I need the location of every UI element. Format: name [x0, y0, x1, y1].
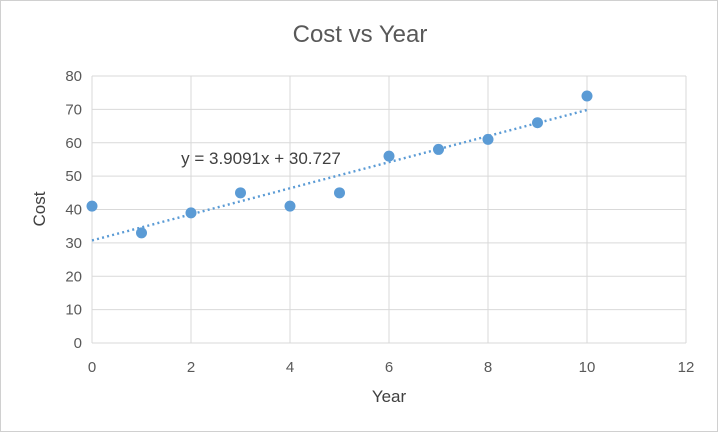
y-axis-title: Cost [30, 191, 49, 226]
trendline-layer [91, 108, 588, 242]
gridlines [91, 75, 687, 344]
chart-title: Cost vs Year [293, 21, 428, 48]
data-point [581, 90, 593, 102]
y-tick-label: 30 [65, 235, 82, 252]
y-tick-label: 70 [65, 101, 82, 118]
data-point [482, 133, 494, 145]
trendline [91, 108, 588, 242]
y-tick-label: 10 [65, 302, 82, 319]
data-point [532, 117, 543, 129]
data-point [86, 200, 98, 212]
data-point [235, 187, 246, 199]
data-point [334, 187, 345, 199]
x-tick-label: 0 [88, 359, 96, 376]
data-point [136, 227, 147, 239]
x-axis-title: Year [372, 387, 407, 406]
y-tick-label: 50 [65, 168, 82, 185]
x-tick-label: 4 [286, 359, 294, 376]
y-tick-label: 20 [65, 268, 82, 285]
data-point [383, 150, 395, 162]
trendline-equation: y = 3.9091x + 30.727 [181, 149, 341, 168]
x-tick-label: 2 [187, 359, 195, 376]
x-tick-label: 10 [579, 359, 596, 376]
y-tick-label: 40 [65, 202, 82, 219]
data-point [284, 200, 296, 212]
x-tick-label: 8 [484, 359, 492, 376]
data-point [185, 207, 197, 219]
x-tick-label: 12 [678, 359, 695, 376]
data-point [433, 143, 444, 155]
x-tick-label: 6 [385, 359, 393, 376]
y-tick-label: 80 [65, 68, 82, 85]
tick-labels: 0 10 20 30 40 50 60 70 80 0 2 4 6 8 10 12 [65, 68, 694, 376]
data-points [86, 90, 593, 239]
y-tick-label: 0 [74, 335, 82, 352]
y-tick-label: 60 [65, 135, 82, 152]
